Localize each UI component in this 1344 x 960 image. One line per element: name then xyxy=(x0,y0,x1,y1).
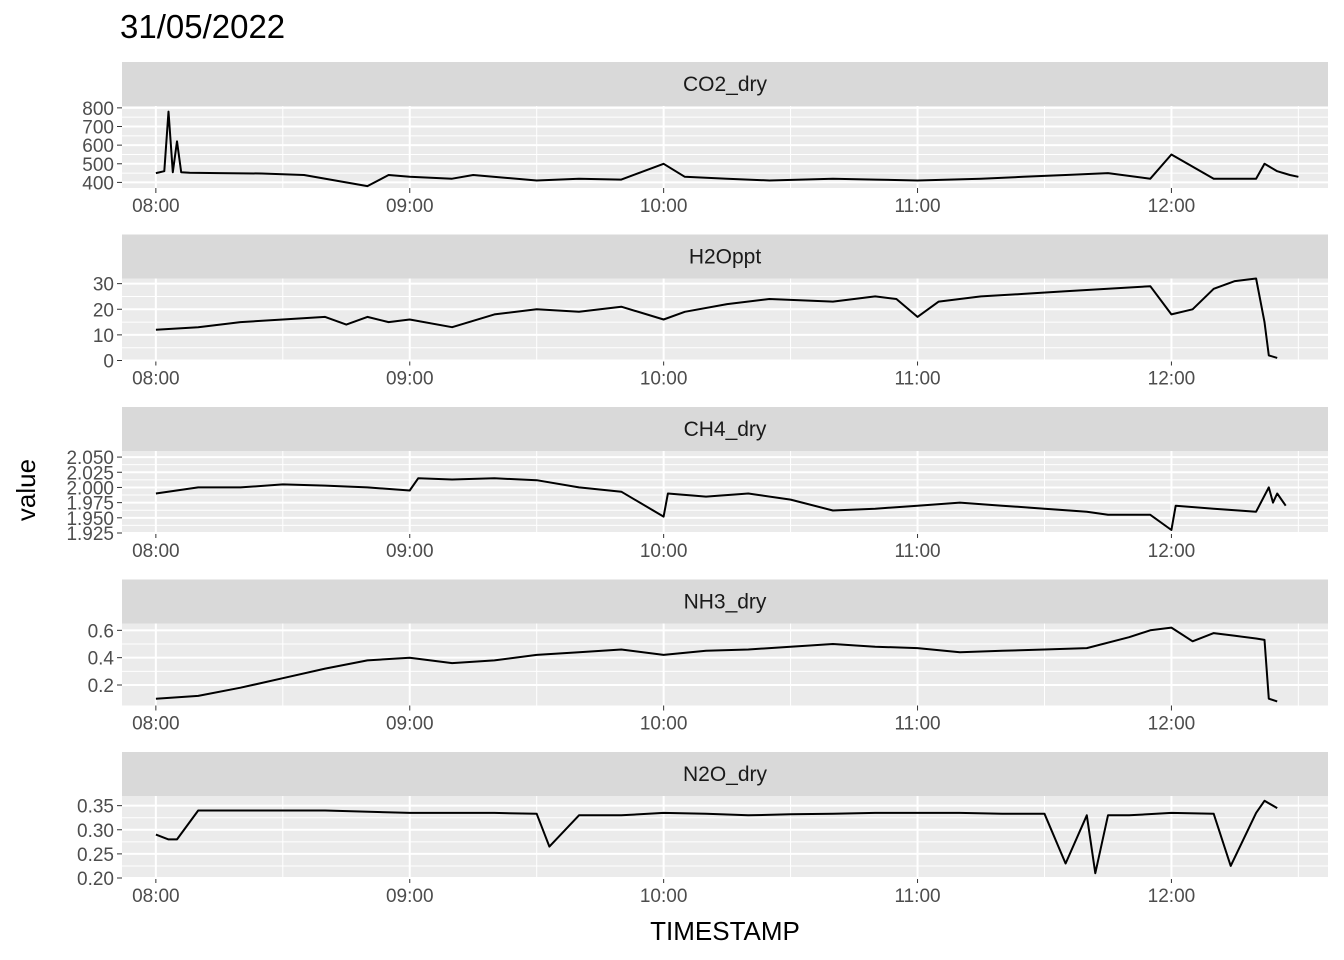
x-tick-label: 08:00 xyxy=(132,196,180,217)
x-tick-label: 09:00 xyxy=(386,714,434,735)
x-tick-label: 09:00 xyxy=(386,886,434,907)
facet-strip-label: NH3_dry xyxy=(684,591,767,614)
panel-background xyxy=(122,451,1328,533)
x-tick-label: 12:00 xyxy=(1148,369,1196,390)
y-tick-label: 0.30 xyxy=(77,821,114,842)
x-tick-label: 12:00 xyxy=(1148,541,1196,562)
series-line-CH4_dry xyxy=(155,477,1287,531)
facet-strip xyxy=(122,752,1328,796)
y-tick-label: 0 xyxy=(103,352,114,373)
x-tick-label: 08:00 xyxy=(132,541,180,562)
series-line-NH3_dry xyxy=(155,626,1278,703)
y-tick-label: 600 xyxy=(82,136,114,157)
facet-strip-label: CO2_dry xyxy=(683,73,768,96)
y-tick-label: 0.2 xyxy=(88,676,114,697)
facet-strip xyxy=(122,234,1328,279)
y-tick-label: 1.950 xyxy=(66,509,114,530)
y-tick-label: 20 xyxy=(93,300,114,321)
x-tick-label: 10:00 xyxy=(640,196,688,217)
facet-strip-label: N2O_dry xyxy=(683,763,768,786)
facet-H2Oppt: H2Oppt 08:00 09:00 10:00 11:00 12:00 0 10 20 30 xyxy=(93,234,1328,390)
panel-background xyxy=(122,106,1328,188)
x-tick-label: 08:00 xyxy=(132,369,180,390)
x-tick-label: 12:00 xyxy=(1148,886,1196,907)
y-tick-label: 400 xyxy=(82,173,114,194)
x-tick-label: 11:00 xyxy=(894,196,940,217)
x-tick-label: 09:00 xyxy=(386,369,434,390)
x-tick-label: 09:00 xyxy=(386,541,434,562)
facet-strip xyxy=(122,579,1328,624)
y-tick-label: 2.050 xyxy=(66,448,114,469)
x-tick-label: 11:00 xyxy=(894,886,940,907)
x-tick-label: 10:00 xyxy=(640,886,688,907)
series-line-CO2_dry xyxy=(155,110,1299,188)
y-tick-label: 10 xyxy=(93,326,114,347)
series-line-N2O_dry xyxy=(155,799,1278,875)
facet-N2O_dry: N2O_dry 08:00 09:00 10:00 11:00 12:00 0.20 0.25… xyxy=(77,752,1328,907)
y-tick-label: 1.925 xyxy=(66,524,114,545)
y-tick-label: 2.000 xyxy=(66,478,114,499)
x-tick-label: 10:00 xyxy=(640,714,688,735)
facet-strip xyxy=(122,62,1328,106)
series-line-H2Oppt xyxy=(155,277,1278,359)
y-tick-label: 2.025 xyxy=(66,463,114,484)
facet-NH3_dry: NH3_dry 08:00 09:00 10:00 11:00 12:00 0.2 0.4 0.… xyxy=(88,579,1328,735)
panel-background xyxy=(122,278,1328,361)
x-tick-label: 12:00 xyxy=(1148,196,1196,217)
y-tick-label: 0.20 xyxy=(77,869,114,890)
y-tick-label: 0.4 xyxy=(88,649,115,670)
x-tick-label: 08:00 xyxy=(132,886,180,907)
facet-strip-label: CH4_dry xyxy=(684,418,767,441)
panel-background xyxy=(122,623,1328,706)
y-tick-label: 0.25 xyxy=(77,845,114,866)
y-axis-label: value xyxy=(11,459,41,521)
x-tick-label: 11:00 xyxy=(894,369,940,390)
y-tick-label: 800 xyxy=(82,99,114,120)
chart-title: 31/05/2022 xyxy=(120,8,286,45)
facet-CO2_dry: CO2_dry 08:00 09:00 10:00 11:00 12:00 40050060… xyxy=(82,62,1328,217)
x-tick-label: 09:00 xyxy=(386,196,434,217)
x-tick-label: 11:00 xyxy=(894,541,940,562)
x-tick-label: 12:00 xyxy=(1148,714,1196,735)
x-tick-label: 08:00 xyxy=(132,714,180,735)
facet-strip xyxy=(122,407,1328,451)
y-tick-label: 1.975 xyxy=(66,494,114,515)
facet-strip-label: H2Oppt xyxy=(689,246,762,269)
y-tick-label: 0.6 xyxy=(88,621,114,642)
y-tick-label: 30 xyxy=(93,275,114,296)
y-tick-label: 0.35 xyxy=(77,797,114,818)
x-tick-label: 11:00 xyxy=(894,714,940,735)
y-tick-label: 500 xyxy=(82,155,114,176)
x-tick-label: 10:00 xyxy=(640,369,688,390)
x-axis-label: TIMESTAMP xyxy=(650,916,800,946)
x-tick-label: 10:00 xyxy=(640,541,688,562)
y-tick-label: 700 xyxy=(82,118,114,139)
facet-panels: CO2_dry 08:00 09:00 10:00 11:00 12:00 40050060… xyxy=(66,62,1328,907)
